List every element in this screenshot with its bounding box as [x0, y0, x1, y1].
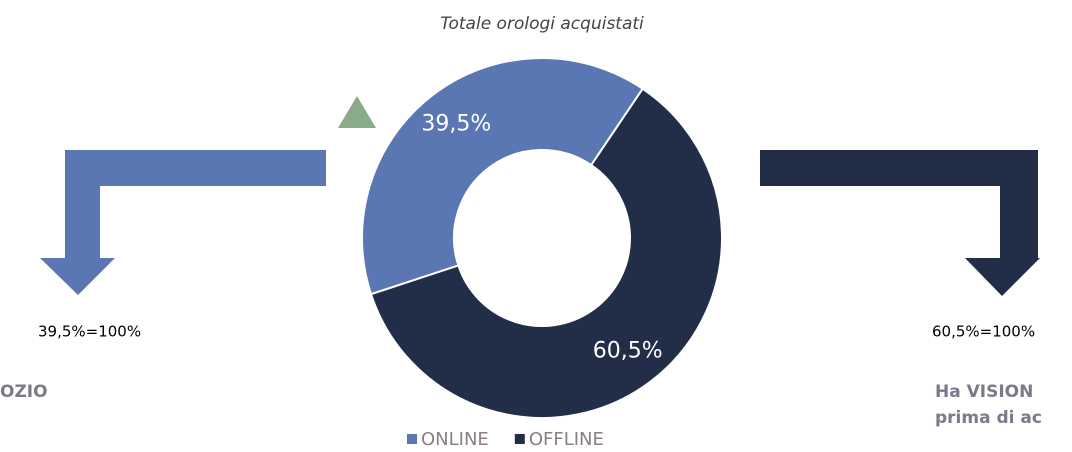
donut-slice	[369, 87, 723, 419]
left-arrow	[40, 150, 326, 295]
data-label: 39,5%	[421, 112, 491, 137]
annotation: 39,5%=100%	[38, 323, 141, 341]
up-triangle	[338, 96, 376, 128]
chart-title: Totale orologi acquistati	[440, 14, 644, 34]
donut-slice	[361, 57, 645, 296]
legend-label: ONLINE	[421, 429, 489, 450]
right-arrow	[760, 150, 1040, 296]
annotation: prima di ac	[935, 408, 1042, 428]
legend-label: OFFLINE	[529, 429, 604, 450]
legend-swatch	[407, 434, 417, 444]
annotation: Ha VISION	[935, 382, 1033, 402]
legend-swatch	[514, 434, 525, 444]
annotation: 60,5%=100%	[932, 323, 1035, 341]
data-label: 60,5%	[593, 338, 663, 363]
annotation: OZIO	[0, 382, 48, 402]
